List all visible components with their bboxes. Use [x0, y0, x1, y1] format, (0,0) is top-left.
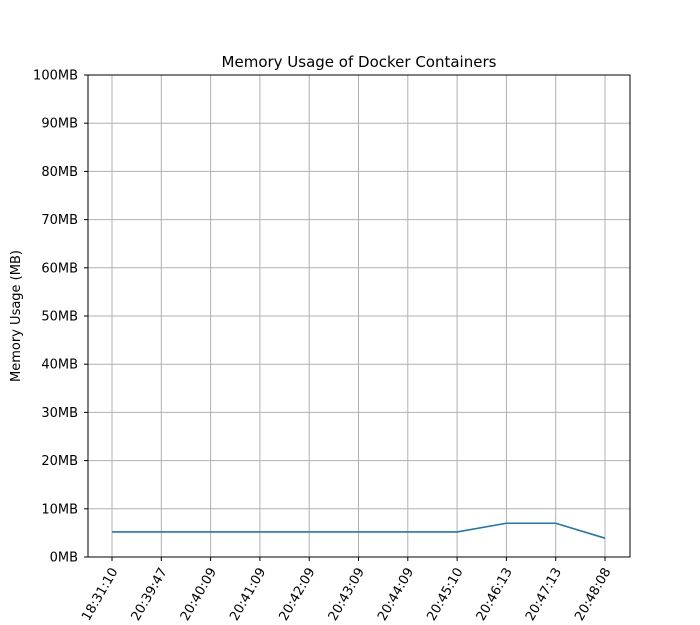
y-axis: 0MB 10MB 20MB 30MB 40MB 50MB 60MB 70MB 80MB 90MB 1…: [33, 69, 88, 566]
y-tick-label: 50MB: [41, 310, 78, 325]
y-axis-label: Memory Usage (MB): [9, 250, 24, 382]
x-tick-label: 20:43:09: [326, 566, 368, 624]
x-tick-label: 20:40:09: [178, 566, 220, 624]
x-axis: 18:31:10 20:39:47 20:40:09 20:41:09 20:42:09…: [79, 557, 614, 624]
x-tick-label: 20:47:13: [523, 566, 565, 624]
grid-lines: [88, 74, 630, 558]
x-tick-label: 20:45:10: [424, 566, 466, 624]
y-tick-label: 80MB: [41, 165, 78, 180]
chart-title: Memory Usage of Docker Containers: [222, 53, 497, 71]
y-tick-label: 90MB: [41, 117, 78, 132]
y-tick-label: 40MB: [41, 358, 78, 373]
y-tick-label: 20MB: [41, 454, 78, 469]
y-tick-label: 60MB: [41, 261, 78, 276]
y-tick-label: 10MB: [41, 502, 78, 517]
y-tick-label: 100MB: [33, 69, 78, 84]
series-layer: [111, 522, 606, 539]
x-tick-label: 20:42:09: [276, 566, 318, 624]
y-tick-label: 70MB: [41, 213, 78, 228]
x-tick-label: 20:39:47: [129, 566, 171, 624]
x-tick-label: 18:31:10: [79, 566, 121, 624]
x-tick-label: 20:46:13: [474, 566, 516, 624]
y-tick-label: 0MB: [50, 551, 78, 566]
y-tick-label: 30MB: [41, 406, 78, 421]
x-tick-label: 20:41:09: [227, 566, 269, 624]
x-tick-label: 20:48:08: [572, 566, 614, 624]
x-tick-label: 20:44:09: [375, 566, 417, 624]
